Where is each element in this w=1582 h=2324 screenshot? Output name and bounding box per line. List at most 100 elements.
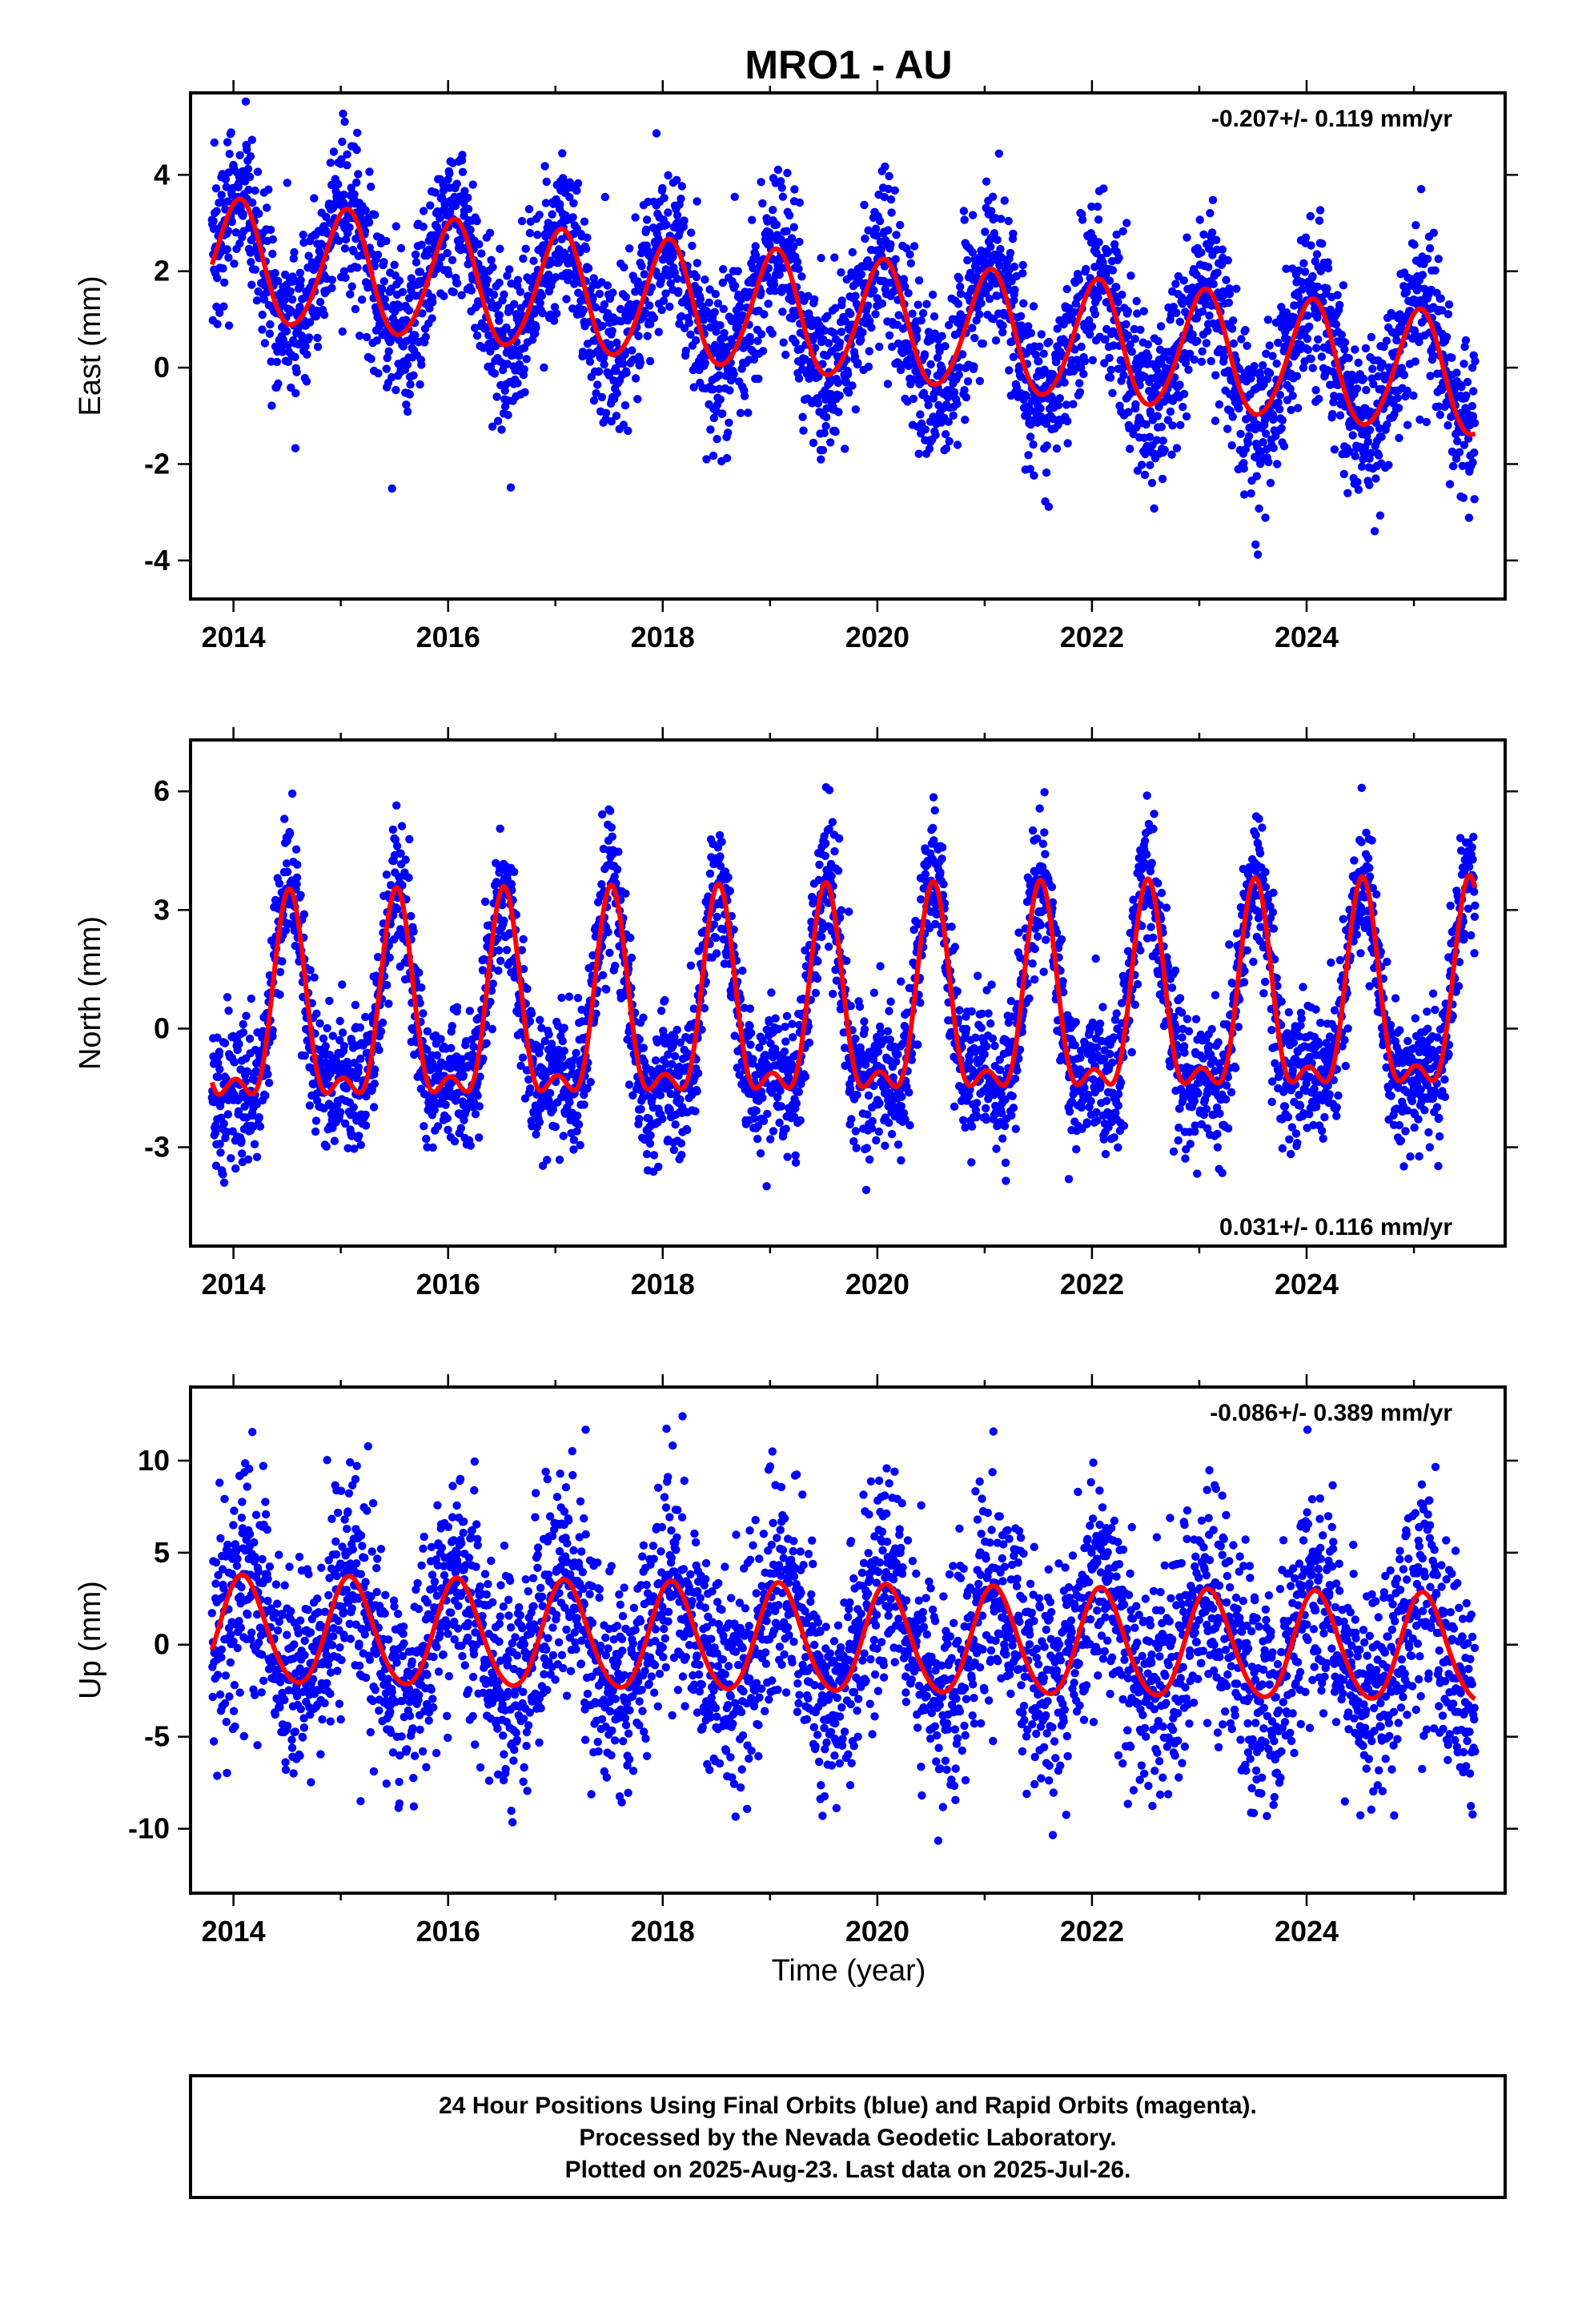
data-point [1266,368,1275,378]
data-point [521,244,530,253]
data-point [500,916,508,925]
data-point [1082,264,1090,274]
data-point [572,1048,580,1058]
data-point [622,368,631,377]
data-point [497,425,506,434]
data-point [385,953,394,963]
data-point [624,426,632,436]
data-point [1428,351,1438,360]
data-point [235,239,244,248]
data-point [1109,327,1118,336]
data-point [260,339,270,348]
data-point [1147,478,1157,488]
data-point [1434,255,1443,263]
data-point [213,320,222,328]
data-point [1247,489,1255,498]
data-point [1470,448,1479,457]
data-point [392,319,401,328]
data-point [1098,258,1107,267]
data-point [238,1149,247,1158]
data-point [665,302,674,312]
data-point [1431,266,1439,275]
data-point [268,1032,277,1041]
data-point [621,292,630,302]
data-point [749,355,759,364]
data-point [281,926,291,935]
y-tick-label-east: 0 [154,351,170,384]
data-point [886,240,895,249]
data-point [875,342,884,352]
data-point [313,333,322,343]
data-point [857,270,866,279]
data-point [540,363,548,372]
data-point [1323,263,1333,273]
data-point [485,228,495,237]
data-point [748,215,757,224]
data-point [831,428,840,436]
data-point [428,1143,437,1152]
data-point [1311,386,1320,395]
data-point [295,268,305,277]
data-point [443,1114,452,1123]
data-point [224,1006,233,1015]
data-point [958,350,967,359]
data-point [608,288,617,297]
data-point [223,138,232,147]
data-point [588,295,597,304]
data-point [692,336,701,345]
data-point [711,290,720,299]
data-point [540,162,549,171]
data-point [325,996,334,1006]
data-point [1063,416,1072,426]
data-point [272,357,282,367]
data-point [896,220,905,230]
data-point [987,207,996,215]
data-point [926,336,936,344]
data-point [837,296,846,305]
data-point [658,183,667,193]
data-point [913,300,922,309]
data-point [230,1058,239,1067]
data-point [990,315,998,324]
data-point [1132,296,1141,306]
data-point [701,359,709,368]
data-point [209,216,218,226]
data-point [243,164,253,174]
data-point [287,383,295,392]
data-point [247,258,255,267]
data-point [1229,316,1238,325]
data-point [235,151,244,159]
data-point [545,1088,555,1098]
data-point [772,220,781,229]
data-point [642,215,652,224]
data-point [935,347,944,356]
data-point [844,388,853,397]
data-point [1255,504,1263,513]
data-point [465,1007,474,1015]
data-point [321,1042,330,1051]
data-point [452,179,461,188]
data-point [338,980,347,989]
data-point [1298,285,1307,294]
data-point [448,255,457,264]
data-point [906,259,916,267]
data-point [654,328,663,336]
data-point [567,1062,576,1072]
data-point [215,308,224,317]
data-point [1077,342,1086,352]
data-point [1126,444,1134,453]
data-point [268,1026,277,1035]
data-point [606,340,615,349]
data-point [1070,345,1079,354]
data-point [1357,412,1366,420]
data-point [291,845,301,854]
data-point [1264,457,1273,467]
data-point [391,222,400,231]
data-point [1369,380,1378,388]
data-point [496,824,504,834]
data-point [709,413,718,423]
data-point [925,444,934,453]
data-point [299,231,307,239]
data-point [422,1134,431,1144]
